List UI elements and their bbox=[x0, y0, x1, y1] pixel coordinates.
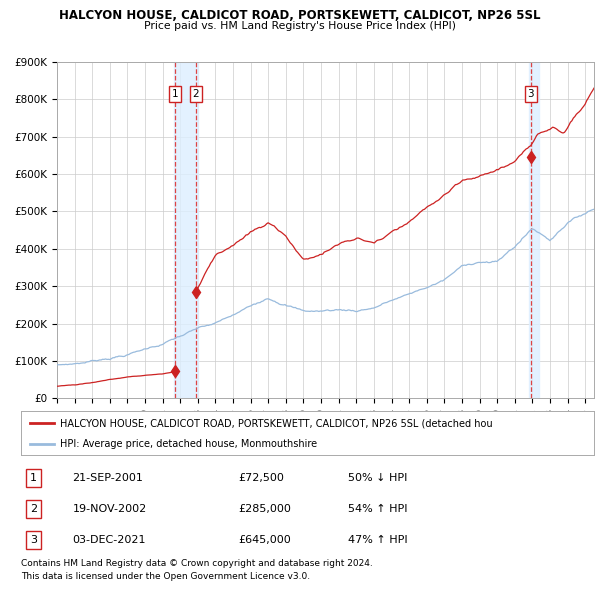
Text: HALCYON HOUSE, CALDICOT ROAD, PORTSKEWETT, CALDICOT, NP26 5SL: HALCYON HOUSE, CALDICOT ROAD, PORTSKEWET… bbox=[59, 9, 541, 22]
Text: This data is licensed under the Open Government Licence v3.0.: This data is licensed under the Open Gov… bbox=[21, 572, 310, 581]
Text: £285,000: £285,000 bbox=[239, 504, 292, 514]
Text: 03-DEC-2021: 03-DEC-2021 bbox=[73, 535, 146, 545]
Text: 3: 3 bbox=[527, 89, 534, 99]
Bar bbox=[529, 62, 539, 398]
Bar bbox=[173, 62, 197, 398]
Text: Price paid vs. HM Land Registry's House Price Index (HPI): Price paid vs. HM Land Registry's House … bbox=[144, 21, 456, 31]
Text: 2: 2 bbox=[193, 89, 199, 99]
Text: 21-SEP-2001: 21-SEP-2001 bbox=[73, 473, 143, 483]
Text: 2: 2 bbox=[30, 504, 37, 514]
Text: 47% ↑ HPI: 47% ↑ HPI bbox=[347, 535, 407, 545]
Text: 50% ↓ HPI: 50% ↓ HPI bbox=[347, 473, 407, 483]
Text: £72,500: £72,500 bbox=[239, 473, 284, 483]
Text: 1: 1 bbox=[30, 473, 37, 483]
Text: 3: 3 bbox=[30, 535, 37, 545]
Text: £645,000: £645,000 bbox=[239, 535, 292, 545]
Text: HALCYON HOUSE, CALDICOT ROAD, PORTSKEWETT, CALDICOT, NP26 5SL (detached hou: HALCYON HOUSE, CALDICOT ROAD, PORTSKEWET… bbox=[60, 418, 493, 428]
Text: HPI: Average price, detached house, Monmouthshire: HPI: Average price, detached house, Monm… bbox=[60, 440, 317, 450]
Text: 1: 1 bbox=[172, 89, 179, 99]
Text: Contains HM Land Registry data © Crown copyright and database right 2024.: Contains HM Land Registry data © Crown c… bbox=[21, 559, 373, 568]
Text: 19-NOV-2002: 19-NOV-2002 bbox=[73, 504, 147, 514]
Text: 54% ↑ HPI: 54% ↑ HPI bbox=[347, 504, 407, 514]
